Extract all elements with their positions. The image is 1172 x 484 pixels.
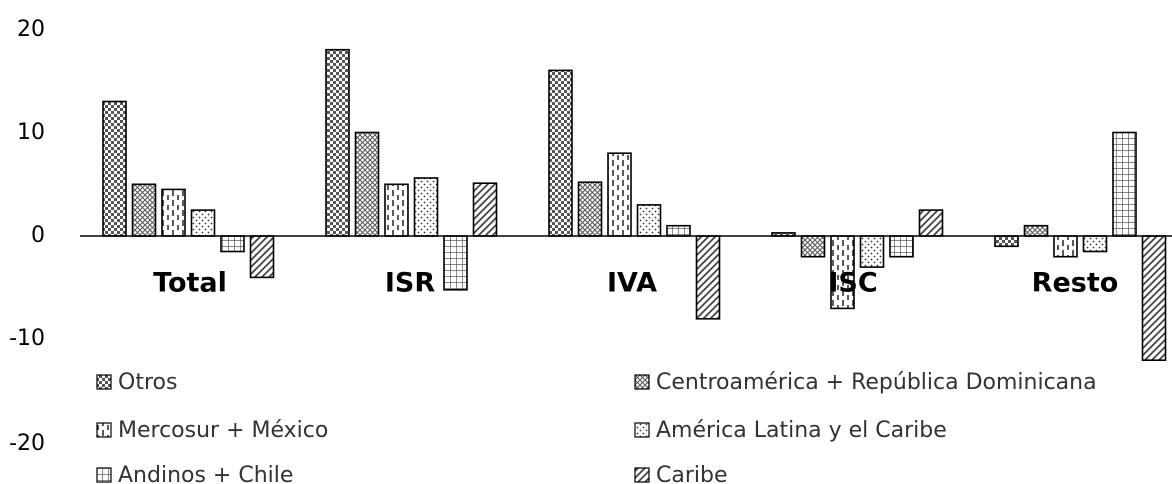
legend-label: Caribe — [656, 463, 728, 484]
legend-item: Mercosur + México — [97, 418, 328, 443]
bar-isr-6 — [474, 183, 497, 236]
category-label: ISC — [828, 268, 877, 299]
legend-item: Andinos + Chile — [97, 463, 293, 484]
category-label: IVA — [607, 268, 657, 299]
category-labels: Total ISR IVA ISC Resto — [153, 268, 1118, 299]
bar-isc-4 — [861, 236, 884, 267]
legend-item: Otros — [97, 370, 177, 395]
bar-resto-1 — [995, 236, 1018, 246]
legend-item: Centroamérica + República Dominicana — [635, 370, 1097, 395]
bar-isr-5 — [444, 236, 467, 290]
bar-isr-1 — [326, 50, 349, 236]
y-tick-label: -10 — [9, 326, 45, 351]
bar-isc-5 — [890, 236, 913, 257]
legend-label: Centroamérica + República Dominicana — [656, 370, 1097, 395]
legend-swatch — [97, 468, 111, 482]
bar-iva-6 — [697, 236, 720, 319]
legend-swatch — [97, 375, 111, 389]
bar-resto-5 — [1113, 133, 1136, 237]
bar-isr-4 — [415, 178, 438, 236]
bar-total-5 — [221, 236, 244, 252]
legend-label: Otros — [118, 370, 177, 395]
category-label: Total — [153, 268, 227, 299]
bar-iva-1 — [549, 70, 572, 236]
legend-label: América Latina y el Caribe — [656, 418, 947, 443]
bar-resto-3 — [1054, 236, 1077, 257]
bar-iva-4 — [638, 205, 661, 236]
y-tick-label: 0 — [31, 223, 45, 248]
legend-label: Mercosur + México — [118, 418, 328, 443]
bar-isr-2 — [356, 133, 379, 237]
bar-resto-4 — [1084, 236, 1107, 252]
bar-total-2 — [133, 184, 156, 236]
bar-total-3 — [162, 189, 185, 236]
y-tick-label: 20 — [17, 17, 45, 42]
bar-iva-2 — [579, 182, 602, 236]
category-label: ISR — [385, 268, 435, 299]
y-tick-label: 10 — [17, 120, 45, 145]
legend-item: América Latina y el Caribe — [635, 418, 947, 443]
legend-swatch — [97, 423, 111, 437]
bar-total-6 — [251, 236, 274, 277]
bar-isc-2 — [802, 236, 825, 257]
bar-total-4 — [192, 210, 215, 236]
y-axis-ticks: 20 10 0 -10 -20 — [9, 17, 45, 456]
bar-iva-5 — [667, 226, 690, 236]
bar-resto-6 — [1143, 236, 1166, 360]
category-label: Resto — [1032, 268, 1119, 299]
legend-swatch — [635, 375, 649, 389]
bars — [103, 50, 1166, 361]
bar-resto-2 — [1025, 226, 1048, 236]
legend-item: Caribe — [635, 463, 728, 484]
bar-isc-6 — [920, 210, 943, 236]
y-tick-label: -20 — [9, 431, 45, 456]
bar-isr-3 — [385, 184, 408, 236]
bar-total-1 — [103, 102, 126, 237]
legend: Otros Centroamérica + República Dominican… — [97, 370, 1097, 484]
legend-swatch — [635, 423, 649, 437]
legend-swatch — [635, 468, 649, 482]
legend-label: Andinos + Chile — [118, 463, 293, 484]
bar-iva-3 — [608, 153, 631, 236]
